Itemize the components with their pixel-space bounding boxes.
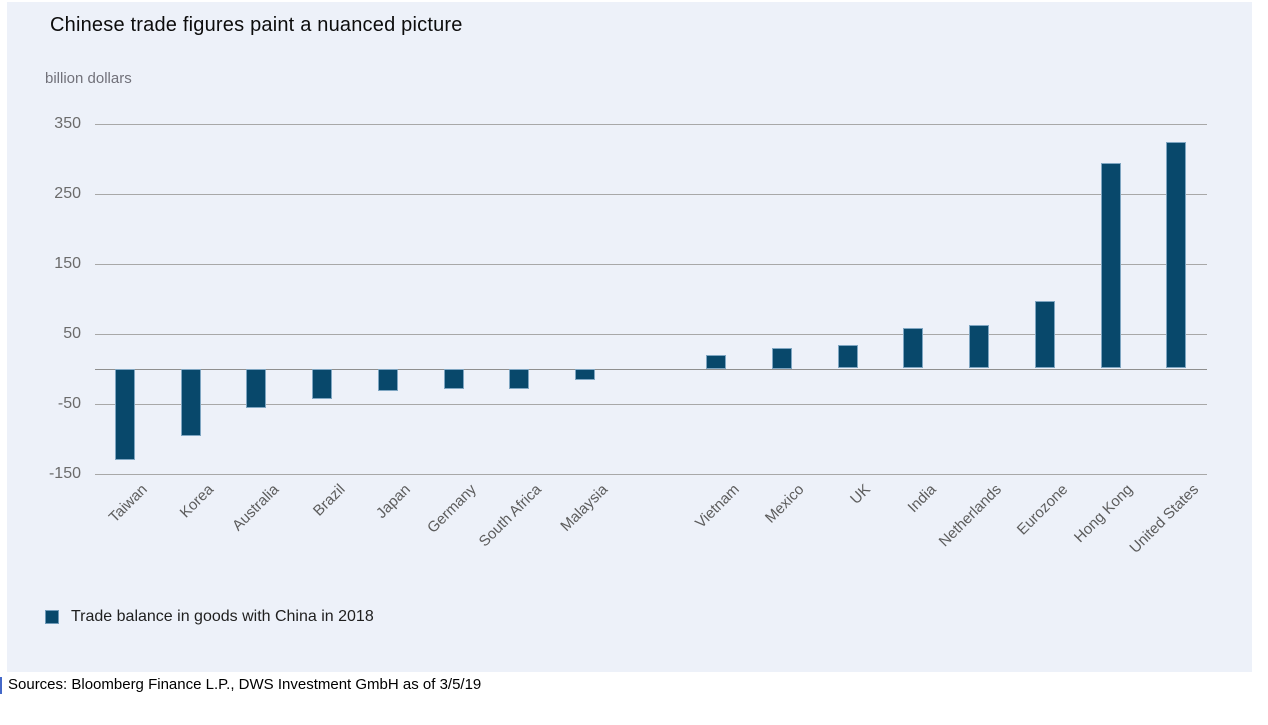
x-axis-label-japan: Japan (372, 481, 414, 522)
x-axis-label-malaysia: Malaysia (557, 481, 611, 535)
gridline (95, 333, 1207, 335)
y-axis-tick-label: 250 (54, 184, 81, 202)
bar-germany (443, 368, 464, 389)
x-axis-label-germany: Germany (423, 481, 480, 537)
x-axis-label-india: India (904, 481, 940, 517)
bar-india (903, 327, 924, 369)
bar-australia (246, 368, 267, 409)
y-axis-tick-label: 50 (63, 324, 81, 342)
x-axis-label-south-africa: South Africa (476, 481, 546, 551)
bar-taiwan (115, 368, 135, 460)
legend: Trade balance in goods with China in 201… (45, 608, 374, 626)
bar-united-states (1166, 141, 1187, 369)
bar-malaysia (574, 368, 595, 380)
x-axis-label-brazil: Brazil (309, 481, 349, 520)
x-axis-label-eurozone: Eurozone (1013, 481, 1071, 539)
bar-south-africa (509, 368, 530, 389)
gridline (95, 193, 1207, 195)
y-axis-tick-label: 150 (54, 254, 81, 272)
gridline (95, 403, 1207, 405)
x-axis-label-korea: Korea (176, 481, 217, 522)
x-axis-label-hong-kong: Hong Kong (1071, 481, 1137, 547)
x-axis-label-taiwan: Taiwan (105, 481, 152, 527)
y-axis-unit-label: billion dollars (45, 70, 132, 87)
sources-line: Sources: Bloomberg Finance L.P., DWS Inv… (8, 676, 482, 693)
bar-brazil (312, 368, 333, 399)
chart-panel: Chinese trade figures paint a nuanced pi… (7, 2, 1252, 672)
x-axis-label-netherlands: Netherlands (935, 481, 1006, 551)
bar-japan (377, 368, 398, 391)
bar-korea (180, 368, 201, 436)
x-axis-label-united-states: United States (1126, 481, 1203, 557)
y-axis-tick-label: 350 (54, 114, 81, 132)
bar-vietnam (706, 354, 727, 369)
legend-swatch-icon (45, 610, 59, 624)
gridline (95, 473, 1207, 475)
bar-netherlands (969, 325, 990, 369)
bar-hong-kong (1100, 162, 1121, 369)
y-axis-tick-label: -50 (57, 394, 81, 412)
zero-axis-line (95, 368, 1207, 370)
gridline (95, 263, 1207, 265)
text-cursor-mark (0, 677, 2, 694)
bar-uk (837, 345, 858, 369)
gridline (95, 123, 1207, 125)
x-axis-label-vietnam: Vietnam (691, 481, 743, 532)
chart-title: Chinese trade figures paint a nuanced pi… (50, 14, 463, 36)
bar-eurozone (1034, 301, 1055, 369)
bar-mexico (772, 347, 792, 369)
x-axis-label-uk: UK (846, 481, 874, 508)
x-axis-label-mexico: Mexico (762, 481, 809, 527)
plot-area: Taiwan Korea Australia Brazil Japan Germany So… (95, 2, 1207, 612)
y-axis-tick-label: -150 (48, 464, 81, 482)
x-axis-label-australia: Australia (229, 481, 283, 535)
legend-label: Trade balance in goods with China in 201… (71, 608, 374, 625)
